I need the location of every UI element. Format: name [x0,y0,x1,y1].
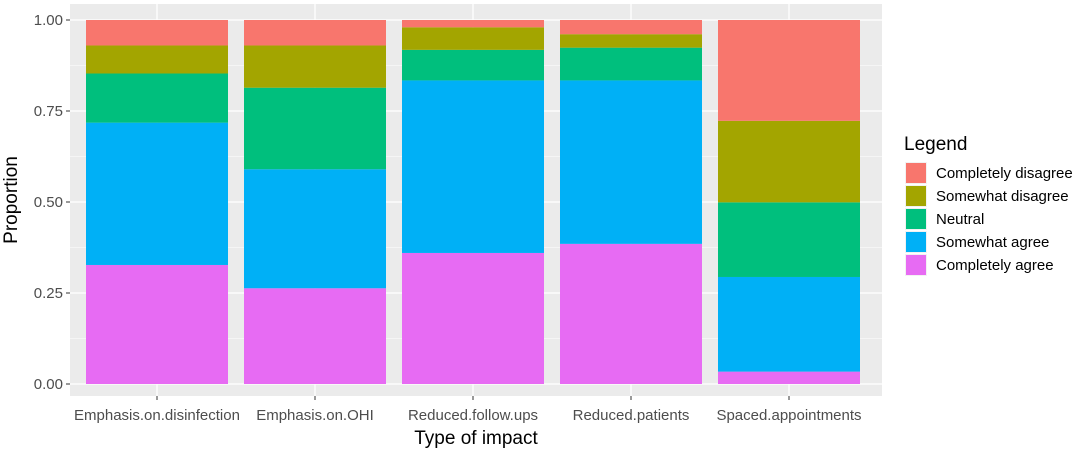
y-tick-label: 0.50 [34,194,63,211]
bar-segment [86,20,228,46]
bar-segment [402,80,544,253]
legend-swatch-color [906,186,926,206]
legend: Legend Completely disagree Somewhat disag… [904,134,1073,276]
y-tick-label: 0.25 [34,285,63,302]
legend-label: Neutral [936,211,984,228]
bar-segment [718,20,860,121]
bar-segment [244,87,386,170]
bar-segment [244,288,386,384]
legend-swatch-color [906,209,926,229]
legend-swatch-color [906,232,926,252]
y-axis: 0.00 0.25 0.50 0.75 1.00 [34,12,70,393]
bar-segment [244,169,386,289]
legend-title: Legend [904,134,967,155]
bar-segment [402,252,544,384]
y-tick-label: 0.75 [34,103,63,120]
bar-segment [560,243,702,384]
bars [86,20,860,384]
x-tick-label: Reduced.patients [573,407,690,424]
legend-swatch-color [906,255,926,275]
legend-label: Somewhat agree [936,234,1049,251]
bar-segment [402,20,544,28]
bar-segment [560,47,702,81]
bar-segment [86,264,228,384]
x-tick-label: Emphasis.on.OHI [256,407,374,424]
bar-segment [718,202,860,277]
bar-segment [244,45,386,88]
y-axis-title: Proportion [1,156,22,244]
bar-segment [86,45,228,74]
bar-segment [718,120,860,203]
legend-label: Completely disagree [936,165,1073,182]
bar-segment [718,371,860,384]
x-axis: Emphasis.on.disinfection Emphasis.on.OHI R… [74,396,862,424]
bar-segment [560,80,702,244]
bar-segment [560,20,702,35]
legend-label: Somewhat disagree [936,188,1069,205]
bar-segment [718,276,860,372]
bar-segment [244,20,386,46]
x-tick-label: Emphasis.on.disinfection [74,407,240,424]
legend-swatch-color [906,163,926,183]
y-tick-label: 1.00 [34,12,63,29]
x-tick-label: Reduced.follow.ups [408,407,538,424]
bar-segment [560,34,702,48]
legend-label: Completely agree [936,257,1054,274]
x-axis-title: Type of impact [414,428,538,449]
y-tick-label: 0.00 [34,376,63,393]
bar-segment [86,73,228,123]
bar-segment [86,122,228,265]
bar-segment [402,27,544,50]
bar-segment [402,49,544,81]
x-tick-label: Spaced.appointments [716,407,861,424]
